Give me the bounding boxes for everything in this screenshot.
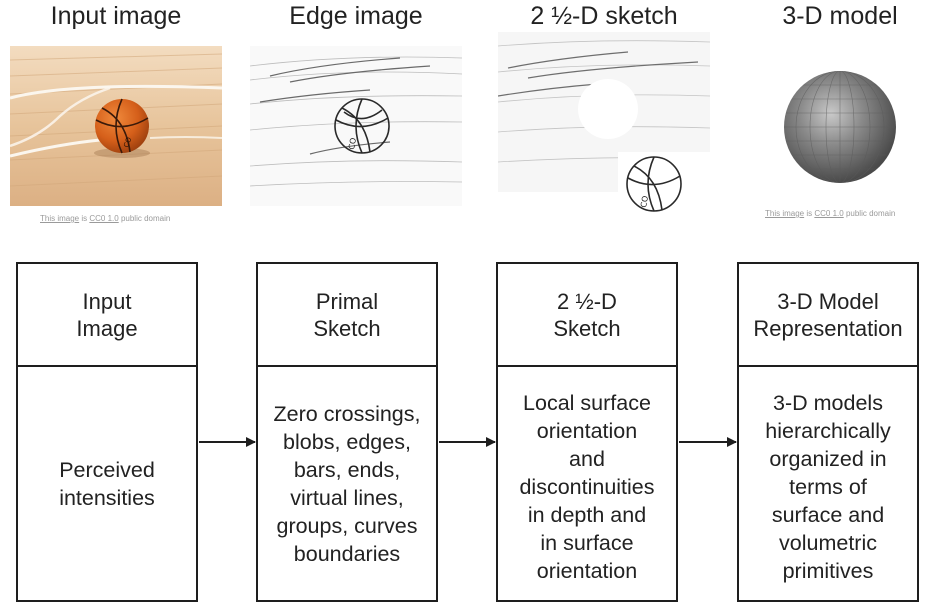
credit-link[interactable]: This image (40, 214, 80, 223)
sketch-image-title: 2 ½-D sketch (530, 2, 678, 30)
stage-description: Perceived intensities (59, 457, 155, 510)
sphere-model (784, 71, 896, 183)
credit-link[interactable]: This image (765, 209, 805, 218)
stage-header: 2 ½-D Sketch (498, 264, 676, 367)
stage-description: Zero crossings, blobs, edges, bars, ends… (273, 401, 421, 566)
stage-input-image: Input Image Perceived intensities (16, 262, 198, 602)
stage-primal-sketch: Primal Sketch Zero crossings, blobs, edg… (256, 262, 438, 602)
stage-header: 3-D Model Representation (739, 264, 917, 367)
stage-3d-model: 3-D Model Representation 3-D models hier… (737, 262, 919, 602)
sketch-image: CO (498, 32, 710, 212)
edge-map: CO (250, 46, 462, 206)
edge-image-title: Edge image (289, 2, 423, 30)
model-image (775, 62, 905, 192)
depth-sketch: CO (498, 32, 710, 212)
stage-2-5d-sketch: 2 ½-D Sketch Local surface orientation a… (496, 262, 678, 602)
svg-text:CO: CO (347, 137, 358, 150)
stage-description: 3-D models hierarchically organized in t… (765, 390, 891, 583)
basketball-court-photo: CO (10, 46, 222, 206)
model-image-title: 3-D model (782, 2, 898, 30)
input-image: CO (10, 46, 222, 206)
model-image-credit: This image is CC0 1.0 public domain (765, 209, 896, 218)
svg-text:CO: CO (639, 195, 650, 208)
input-image-title: Input image (50, 2, 182, 30)
credit-license-link[interactable]: CC0 1.0 (89, 214, 119, 223)
edge-image: CO (250, 46, 462, 206)
stage-header: Input Image (18, 264, 196, 367)
stage-description: Local surface orientation and discontinu… (519, 390, 655, 583)
stage-header: Primal Sketch (258, 264, 436, 367)
input-image-credit: This image is CC0 1.0 public domain (40, 214, 171, 223)
credit-license-link[interactable]: CC0 1.0 (814, 209, 844, 218)
svg-text:CO: CO (122, 136, 133, 149)
